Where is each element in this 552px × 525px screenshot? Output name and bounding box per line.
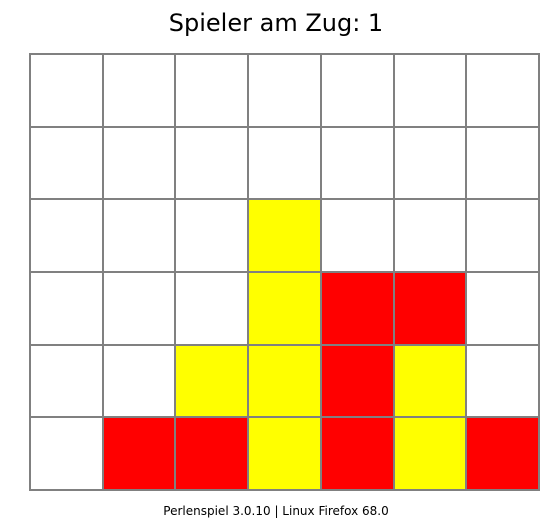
board-cell-r0-c6-empty[interactable] bbox=[466, 54, 539, 127]
board-cell-r2-c1-empty[interactable] bbox=[102, 199, 176, 272]
board-cell-r5-c5-yellow-bead[interactable] bbox=[393, 417, 467, 490]
board-cell-r2-c5-empty[interactable] bbox=[393, 199, 467, 272]
board-cell-r3-c6-empty[interactable] bbox=[466, 271, 539, 345]
turn-status: Spieler am Zug: 1 bbox=[168, 9, 384, 37]
board-cell-r5-c0-empty[interactable] bbox=[30, 417, 103, 490]
board-cell-r3-c2-empty[interactable] bbox=[175, 271, 249, 345]
board-cell-r5-c6-red-bead[interactable] bbox=[466, 417, 539, 490]
board-cell-r2-c3-yellow-bead[interactable] bbox=[248, 199, 321, 272]
board-cell-r4-c0-empty[interactable] bbox=[30, 344, 103, 418]
board-cell-r0-c2-empty[interactable] bbox=[175, 54, 249, 127]
board-cell-r5-c1-red-bead[interactable] bbox=[102, 417, 176, 490]
board-cell-r4-c2-yellow-bead[interactable] bbox=[175, 344, 249, 418]
board-cell-r3-c3-yellow-bead[interactable] bbox=[248, 271, 321, 345]
board-cell-r1-c6-empty[interactable] bbox=[466, 126, 539, 200]
board-cell-r1-c4-empty[interactable] bbox=[320, 126, 394, 200]
board-cell-r0-c3-empty[interactable] bbox=[248, 54, 321, 127]
engine-version-footer: Perlenspiel 3.0.10 | Linux Firefox 68.0 bbox=[163, 504, 389, 518]
board-cell-r5-c3-yellow-bead[interactable] bbox=[248, 417, 321, 490]
board-cell-r2-c6-empty[interactable] bbox=[466, 199, 539, 272]
board-cell-r2-c4-empty[interactable] bbox=[320, 199, 394, 272]
board-cell-r2-c2-empty[interactable] bbox=[175, 199, 249, 272]
board-cell-r0-c4-empty[interactable] bbox=[320, 54, 394, 127]
board-cell-r2-c0-empty[interactable] bbox=[30, 199, 103, 272]
board-cell-r3-c4-red-bead[interactable] bbox=[320, 271, 394, 345]
board-cell-r4-c3-yellow-bead[interactable] bbox=[248, 344, 321, 418]
game-board[interactable] bbox=[29, 53, 540, 491]
board-cell-r4-c5-yellow-bead[interactable] bbox=[393, 344, 467, 418]
board-cell-r0-c1-empty[interactable] bbox=[102, 54, 176, 127]
board-cell-r1-c1-empty[interactable] bbox=[102, 126, 176, 200]
board-cell-r3-c1-empty[interactable] bbox=[102, 271, 176, 345]
board-cell-r5-c2-red-bead[interactable] bbox=[175, 417, 249, 490]
board-cell-r4-c4-red-bead[interactable] bbox=[320, 344, 394, 418]
board-cell-r1-c0-empty[interactable] bbox=[30, 126, 103, 200]
board-cell-r3-c5-red-bead[interactable] bbox=[393, 271, 467, 345]
board-cell-r1-c5-empty[interactable] bbox=[393, 126, 467, 200]
board-cell-r4-c1-empty[interactable] bbox=[102, 344, 176, 418]
board-cell-r5-c4-red-bead[interactable] bbox=[320, 417, 394, 490]
board-cell-r1-c2-empty[interactable] bbox=[175, 126, 249, 200]
board-cell-r3-c0-empty[interactable] bbox=[30, 271, 103, 345]
board-cell-r1-c3-empty[interactable] bbox=[248, 126, 321, 200]
board-cell-r4-c6-empty[interactable] bbox=[466, 344, 539, 418]
board-cell-r0-c5-empty[interactable] bbox=[393, 54, 467, 127]
board-cell-r0-c0-empty[interactable] bbox=[30, 54, 103, 127]
